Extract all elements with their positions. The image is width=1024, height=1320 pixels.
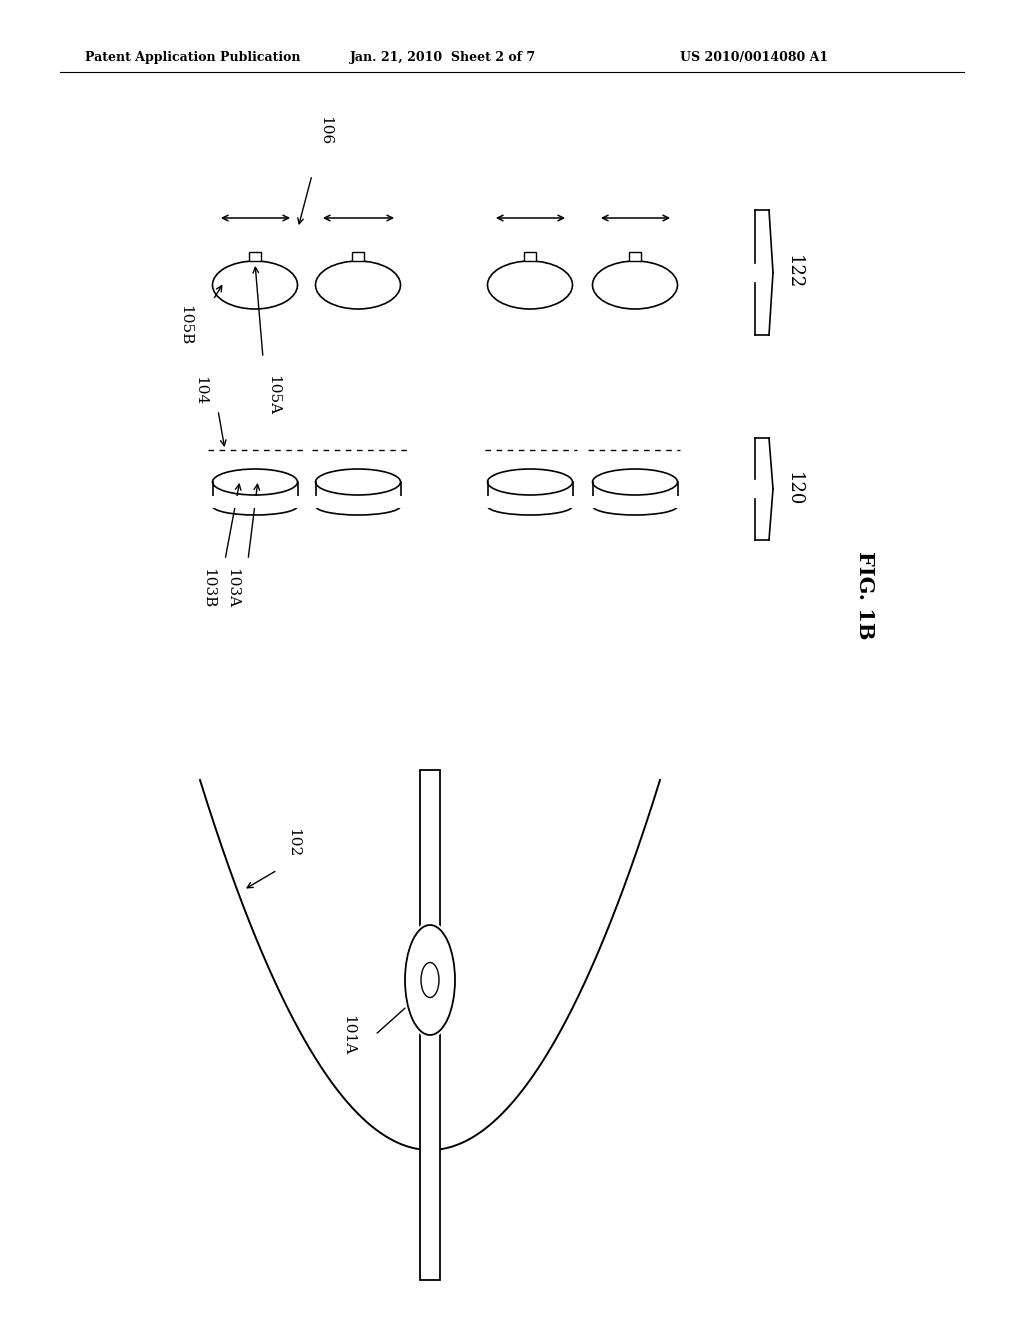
- Text: 122: 122: [785, 255, 803, 289]
- Text: 106: 106: [318, 116, 332, 145]
- Bar: [591, 496, 680, 508]
- Text: US 2010/0014080 A1: US 2010/0014080 A1: [680, 51, 828, 65]
- Bar: [485, 496, 574, 508]
- Text: Jan. 21, 2010  Sheet 2 of 7: Jan. 21, 2010 Sheet 2 of 7: [350, 51, 537, 65]
- Text: 104: 104: [193, 376, 207, 405]
- Text: 101A: 101A: [341, 1015, 355, 1055]
- Text: 105A: 105A: [266, 375, 280, 414]
- Text: 103A: 103A: [225, 568, 239, 609]
- Bar: [420, 770, 440, 1280]
- Bar: [313, 496, 402, 508]
- Text: 102: 102: [287, 828, 300, 857]
- Bar: [211, 496, 299, 508]
- Bar: [629, 252, 641, 261]
- Text: 103B: 103B: [201, 568, 215, 609]
- Text: Patent Application Publication: Patent Application Publication: [85, 51, 300, 65]
- Bar: [352, 252, 364, 261]
- Ellipse shape: [402, 921, 458, 1038]
- Bar: [249, 252, 261, 261]
- Text: 120: 120: [785, 471, 803, 506]
- Text: FIG. 1B: FIG. 1B: [855, 550, 874, 639]
- Text: 105B: 105B: [178, 305, 193, 345]
- Bar: [524, 252, 536, 261]
